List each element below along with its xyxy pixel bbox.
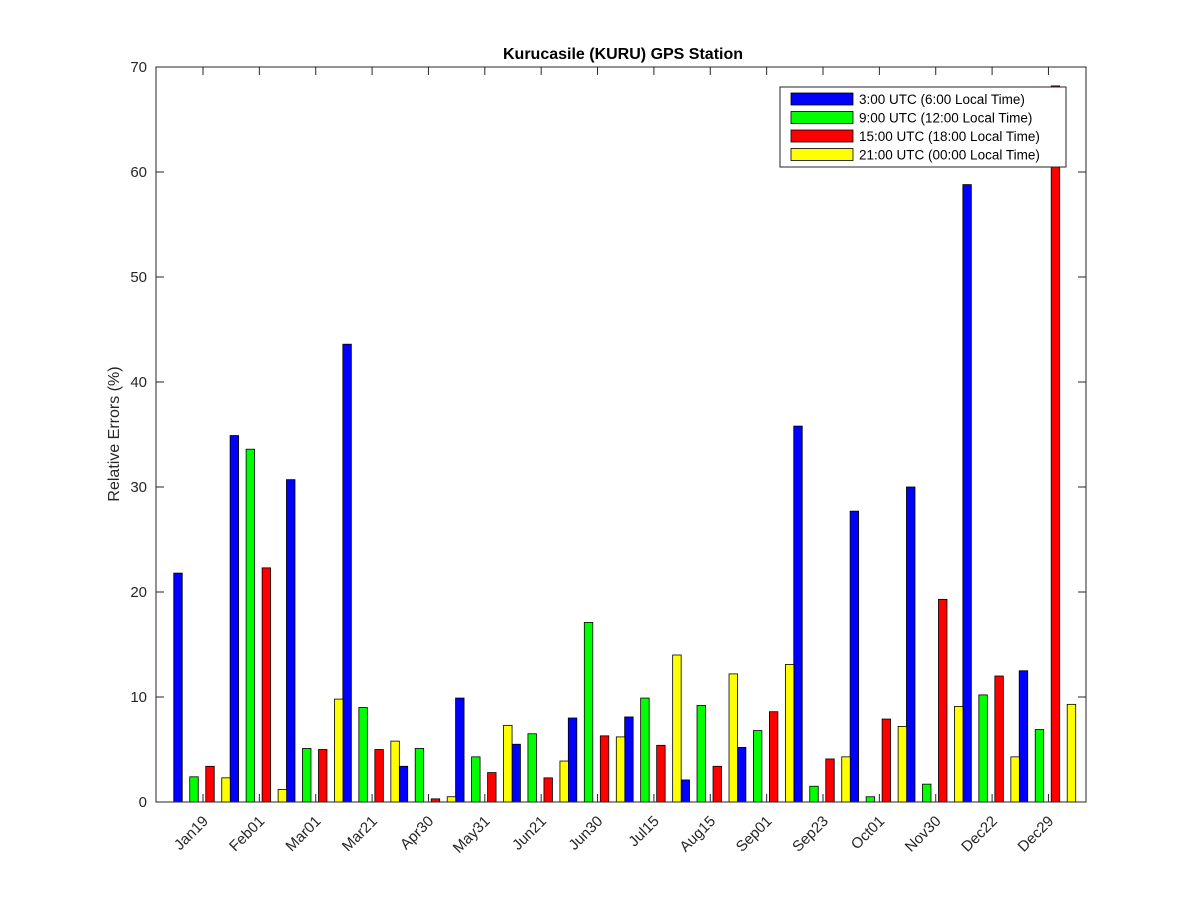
- bar-may31-series-1: [455, 697, 465, 803]
- bar-oct01-series-2: [865, 796, 876, 803]
- bar-mar21-series-2: [358, 707, 368, 803]
- bar-sep23-series-2: [809, 785, 819, 803]
- y-tick-label: 0: [139, 794, 147, 811]
- bar-oct01-series-1: [849, 510, 860, 803]
- bar-may31-series-2: [471, 756, 481, 803]
- y-tick-label: 50: [130, 269, 147, 286]
- bar-aug15-series-1: [680, 779, 690, 803]
- y-tick-label: 10: [130, 689, 147, 706]
- bar-jun21-series-3: [543, 777, 553, 803]
- bar-jan19-series-2: [189, 776, 199, 803]
- bar-sep01-series-4: [784, 664, 795, 803]
- bar-mar21-series-1: [342, 343, 352, 803]
- bar-nov30-series-2: [922, 783, 932, 803]
- legend-swatch-3: [790, 129, 854, 143]
- y-tick-label: 60: [130, 164, 147, 181]
- bar-sep23-series-4: [841, 756, 851, 803]
- bar-jun21-series-1: [511, 743, 521, 803]
- bar-aug15-series-2: [696, 705, 706, 803]
- bar-mar01-series-1: [286, 479, 296, 803]
- legend-label-2: 9:00 UTC (12:00 Local Time): [859, 111, 1032, 126]
- bar-oct01-series-4: [897, 726, 908, 803]
- legend-label-4: 21:00 UTC (00:00 Local Time): [859, 148, 1040, 163]
- bar-oct01-series-3: [881, 718, 892, 803]
- bar-jan19-series-1: [173, 572, 183, 803]
- y-tick-label: 70: [130, 59, 147, 76]
- bar-apr30-series-2: [414, 748, 425, 803]
- bar-dec22-series-2: [978, 694, 988, 803]
- bar-feb01-series-2: [245, 448, 256, 803]
- bar-feb01-series-1: [229, 435, 240, 803]
- bar-jul15-series-3: [656, 744, 666, 803]
- bar-jul15-series-4: [672, 654, 682, 803]
- bar-sep23-series-1: [793, 425, 803, 803]
- y-axis-label: Relative Errors (%): [106, 366, 123, 501]
- bar-dec22-series-3: [994, 675, 1004, 803]
- bar-dec29-series-4: [1066, 703, 1077, 803]
- legend: 3:00 UTC (6:00 Local Time) 9:00 UTC (12:0…: [779, 86, 1067, 168]
- bar-aug15-series-3: [712, 765, 722, 803]
- legend-swatch-1: [790, 92, 854, 106]
- bar-mar01-series-2: [302, 748, 312, 803]
- bar-nov30-series-4: [954, 706, 964, 803]
- bar-dec22-series-1: [962, 184, 972, 803]
- bar-jul15-series-1: [624, 716, 634, 803]
- bar-jun30-series-2: [583, 622, 594, 803]
- legend-swatch-2: [790, 111, 854, 124]
- bar-sep01-series-3: [768, 711, 779, 803]
- bar-dec29-series-1: [1018, 670, 1029, 803]
- bar-dec29-series-3: [1050, 85, 1061, 803]
- bar-jan19-series-4: [221, 777, 231, 803]
- plot-frame: [155, 66, 1087, 803]
- bar-dec29-series-2: [1034, 729, 1045, 803]
- bar-feb01-series-3: [261, 567, 272, 803]
- bar-mar01-series-4: [334, 698, 344, 803]
- bar-sep01-series-2: [752, 730, 763, 803]
- bar-mar01-series-3: [318, 749, 328, 803]
- y-tick-label: 30: [130, 479, 147, 496]
- bar-aug15-series-4: [728, 673, 738, 803]
- bar-mar21-series-3: [374, 749, 384, 803]
- bar-apr30-series-1: [398, 765, 409, 803]
- bar-sep01-series-1: [736, 747, 747, 803]
- bar-jun30-series-1: [567, 717, 578, 803]
- legend-swatch-4: [790, 148, 854, 161]
- bar-apr30-series-4: [446, 796, 457, 803]
- bar-jun30-series-4: [615, 736, 626, 803]
- legend-label-3: 15:00 UTC (18:00 Local Time): [859, 129, 1040, 144]
- legend-label-1: 3:00 UTC (6:00 Local Time): [859, 92, 1025, 107]
- bar-dec22-series-4: [1010, 756, 1020, 803]
- bar-jun30-series-3: [599, 735, 610, 803]
- bar-jun21-series-2: [527, 733, 537, 803]
- bar-jan19-series-3: [205, 765, 215, 803]
- bar-mar21-series-4: [390, 740, 400, 803]
- bar-may31-series-4: [503, 724, 513, 803]
- bar-feb01-series-4: [277, 789, 288, 803]
- y-tick-label: 40: [130, 374, 147, 391]
- chart-title: Kurucasile (KURU) GPS Station: [503, 46, 743, 63]
- bar-may31-series-3: [487, 772, 497, 803]
- bar-nov30-series-1: [906, 486, 916, 803]
- bar-nov30-series-3: [938, 598, 948, 803]
- bar-jun21-series-4: [559, 760, 569, 803]
- bar-jul15-series-2: [640, 697, 650, 803]
- bar-sep23-series-3: [825, 758, 835, 803]
- y-tick-label: 20: [130, 584, 147, 601]
